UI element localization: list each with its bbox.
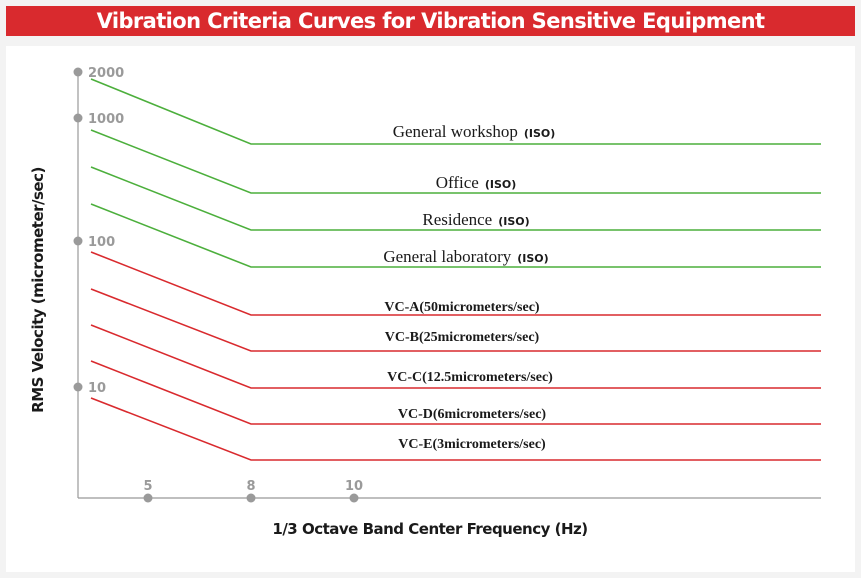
series-label: VC-B(25micrometers/sec)	[385, 330, 540, 345]
series-label: Residence (ISO)	[422, 210, 529, 229]
plot-area	[6, 46, 855, 572]
series-label: VC-A(50micrometers/sec)	[384, 300, 540, 315]
y-tick-label: 2000	[88, 66, 124, 81]
series-line	[90, 78, 821, 145]
y-tick-label: 100	[88, 235, 115, 250]
series-line	[90, 129, 821, 194]
series-line	[90, 360, 821, 425]
title-bar: Vibration Criteria Curves for Vibration …	[6, 6, 855, 36]
series-line	[90, 166, 821, 231]
x-axis-label: 1/3 Octave Band Center Frequency (Hz)	[272, 520, 588, 538]
y-tick-dot	[73, 67, 83, 77]
y-tick-dot	[73, 236, 83, 246]
x-tick-label: 5	[143, 479, 152, 494]
series-label: General workshop (ISO)	[393, 122, 556, 141]
y-tick-label: 10	[88, 381, 106, 396]
series-line	[90, 251, 821, 316]
series-label: VC-D(6micrometers/sec)	[398, 407, 547, 422]
series-line	[90, 203, 821, 268]
y-tick-label: 1000	[88, 112, 124, 127]
series-line	[90, 397, 821, 461]
series-line	[90, 324, 821, 389]
series-line	[90, 288, 821, 352]
series-label: Office (ISO)	[436, 173, 517, 192]
y-tick-dot	[73, 382, 83, 392]
x-tick-dot	[246, 493, 256, 503]
series-label: VC-C(12.5micrometers/sec)	[387, 370, 553, 385]
x-tick-label: 10	[345, 479, 363, 494]
series-label: General laboratory (ISO)	[383, 247, 548, 266]
y-tick-dot	[73, 113, 83, 123]
series-label: VC-E(3micrometers/sec)	[398, 437, 546, 452]
chart-title: Vibration Criteria Curves for Vibration …	[96, 9, 765, 33]
x-tick-label: 8	[246, 479, 255, 494]
y-axis-label: RMS Velocity (micrometer/sec)	[29, 167, 47, 413]
x-tick-dot	[349, 493, 359, 503]
x-tick-dot	[143, 493, 153, 503]
